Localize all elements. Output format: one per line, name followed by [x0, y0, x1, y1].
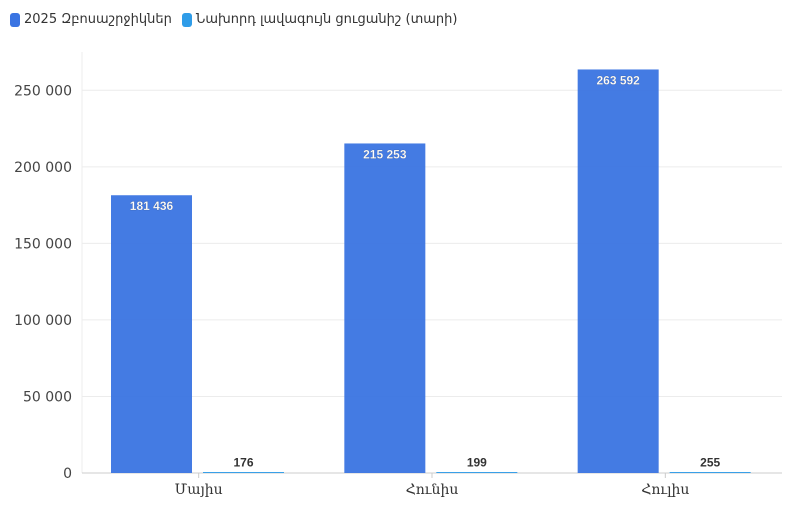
data-label: 176 — [233, 456, 253, 470]
bar-tourists-2025 — [344, 143, 426, 473]
legend-item-2025-tourists[interactable]: 2025 Զբոսաշրջիկներ — [10, 12, 172, 27]
y-tick-label: 100 000 — [14, 313, 72, 329]
legend-label-2025-tourists: 2025 Զբոսաշրջիկներ — [24, 12, 172, 27]
x-category-label: Մայիս — [175, 482, 223, 498]
legend-label-previous-best: Նախորդ լավագույն ցուցանիշ (տարի) — [195, 12, 458, 27]
bar-previous-best — [669, 472, 751, 473]
y-tick-label: 50 000 — [23, 389, 72, 405]
legend-item-previous-best[interactable]: Նախորդ լավագույն ցուցանիշ (տարի) — [181, 12, 458, 27]
data-label: 215 253 — [363, 147, 407, 161]
x-category-label: Հունիս — [406, 482, 459, 498]
y-tick-label: 0 — [63, 466, 72, 482]
bar-tourists-2025 — [577, 69, 659, 474]
legend-swatch-2025-tourists — [10, 12, 20, 27]
y-tick-label: 200 000 — [14, 160, 72, 176]
data-label: 255 — [700, 456, 720, 470]
bar-previous-best — [203, 472, 284, 473]
data-label: 181 436 — [130, 199, 174, 213]
x-category-label: Հուլիս — [641, 482, 689, 498]
bar-tourists-2025 — [111, 195, 192, 473]
legend-swatch-previous-best — [181, 12, 192, 27]
data-label: 263 592 — [596, 73, 640, 87]
y-tick-label: 150 000 — [14, 236, 72, 252]
data-label: 199 — [467, 456, 487, 470]
bar-previous-best — [436, 472, 518, 473]
y-tick-label: 250 000 — [14, 83, 72, 99]
chart-legend: 2025 Զբոսաշրջիկներ Նախորդ լավագույն ցուց… — [10, 12, 457, 27]
